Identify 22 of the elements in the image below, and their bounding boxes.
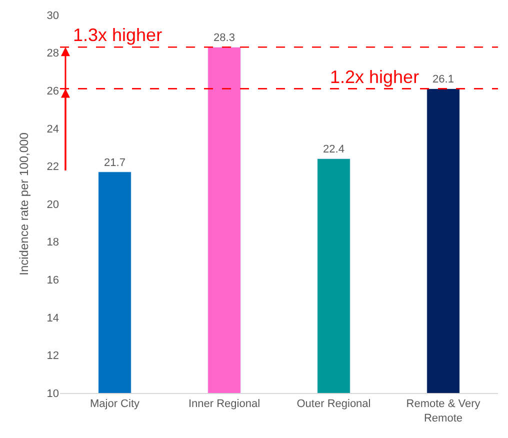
y-tick-label: 26	[46, 85, 59, 98]
y-tick-label: 30	[46, 10, 59, 22]
y-tick-label: 22	[46, 161, 59, 174]
x-tick-label: Major City	[90, 398, 140, 410]
y-tick-label: 10	[46, 388, 59, 400]
y-tick-label: 20	[46, 198, 59, 211]
x-tick-label: Inner Regional	[188, 398, 260, 410]
y-tick-label: 18	[46, 236, 59, 249]
data-label: 21.7	[104, 156, 126, 169]
annotation: 1.3x higher	[73, 25, 162, 45]
y-tick-label: 12	[46, 350, 59, 362]
x-tick-label: Outer Regional	[296, 398, 371, 410]
y-tick-label: 14	[46, 312, 59, 324]
data-label: 22.4	[323, 144, 344, 156]
data-label: 28.3	[214, 32, 235, 44]
y-tick-label: 16	[46, 274, 59, 286]
annotation: 1.2x higher	[330, 67, 420, 87]
y-tick-label: 28	[46, 48, 59, 60]
x-tick-label: Remote & Very Remote	[406, 398, 481, 424]
y-tick-label: 24	[46, 123, 59, 136]
data-label: 26.1	[432, 74, 454, 86]
y-axis-title: Incidence rate per 100,000	[17, 132, 32, 276]
